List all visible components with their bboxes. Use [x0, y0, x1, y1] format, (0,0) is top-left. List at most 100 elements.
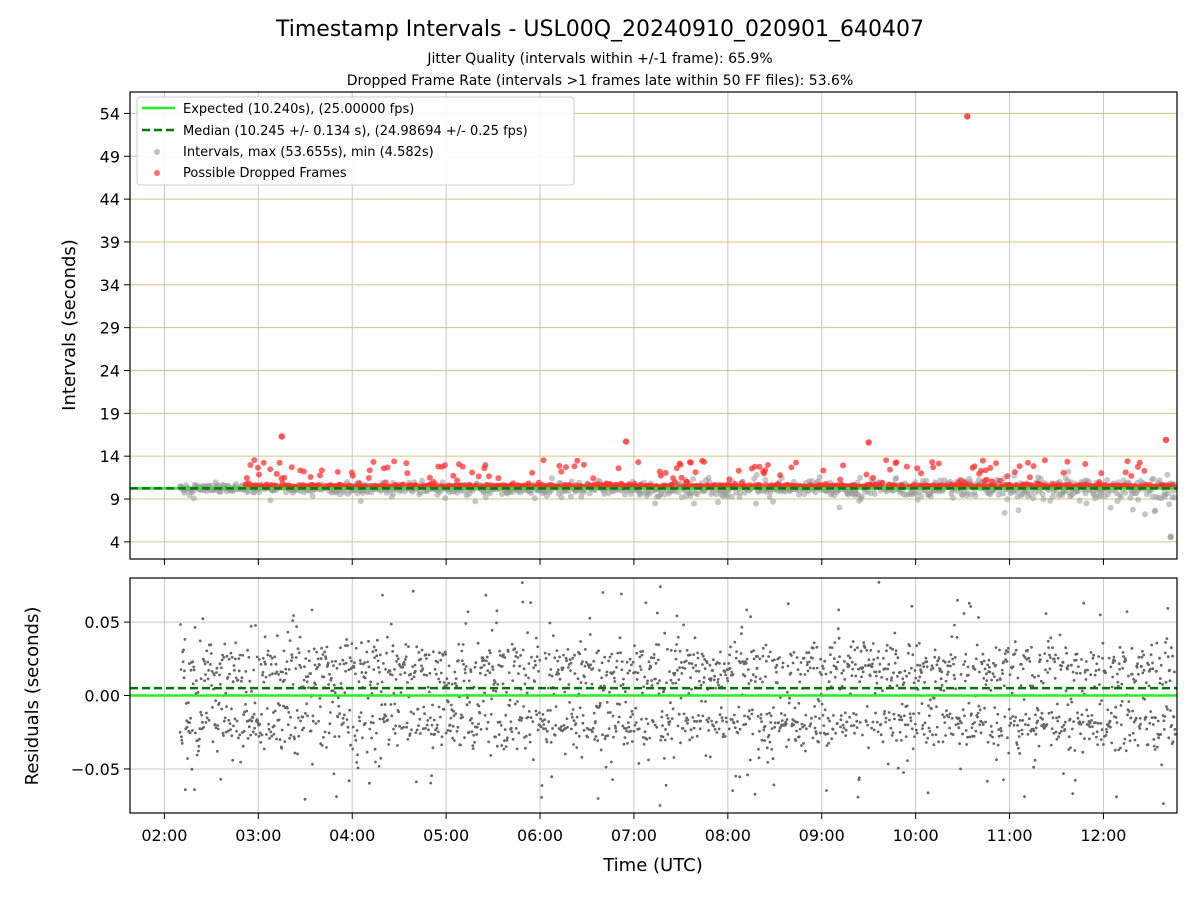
residual-point-1580	[877, 580, 881, 584]
residual-point-286	[305, 702, 309, 706]
residual-point-923	[587, 664, 590, 667]
residual-point-1389	[793, 706, 797, 710]
residual-point-549	[422, 673, 426, 677]
xtick-label-2: 04:00	[329, 826, 375, 845]
residual-point-1248	[730, 670, 734, 674]
residual-point-1400	[798, 680, 802, 684]
residual-point-185	[260, 733, 264, 737]
residual-point-1966	[1048, 667, 1052, 671]
residual-point-1210	[713, 728, 717, 731]
residual-point-116	[230, 707, 233, 711]
residual-point-959	[603, 655, 607, 659]
residual-point-1005	[623, 736, 627, 739]
residual-point-1374	[786, 602, 790, 606]
residual-point-1887	[1013, 640, 1017, 644]
residual-point-939	[594, 720, 597, 723]
residual-point-1314	[760, 720, 763, 723]
residual-point-890	[572, 719, 576, 723]
residual-point-27	[190, 767, 194, 771]
residual-point-2250	[1173, 728, 1177, 731]
residual-point-570	[432, 650, 435, 654]
residual-point-815	[539, 725, 543, 729]
residual-point-423	[367, 639, 370, 643]
residual-point-2014	[1069, 697, 1073, 701]
residual-point-888	[571, 708, 575, 711]
residual-point-2243	[1170, 723, 1174, 727]
residual-point-314	[318, 663, 321, 667]
residual-point-1769	[961, 732, 965, 736]
residual-point-529	[414, 669, 417, 673]
residual-point-1096	[663, 738, 667, 742]
interval-point-641	[728, 493, 735, 500]
residual-point-1850	[997, 728, 1001, 731]
residual-point-1342	[772, 783, 776, 787]
residual-point-984	[614, 726, 618, 730]
dropped-point-604	[978, 467, 985, 474]
dropped-point-54	[307, 474, 314, 480]
residual-point-235	[283, 678, 286, 682]
residual-point-1725	[941, 740, 945, 744]
residual-point-1719	[939, 668, 942, 671]
residual-point-1792	[971, 664, 975, 668]
residual-point-2056	[1088, 737, 1091, 741]
residual-point-1030	[634, 706, 638, 710]
residual-point-1114	[671, 707, 675, 711]
residual-point-535	[416, 707, 420, 711]
residual-point-431	[370, 692, 374, 695]
dropped-point-27	[273, 470, 280, 477]
residual-point-891	[573, 653, 576, 657]
residual-point-472	[388, 669, 392, 673]
residuals-points	[178, 580, 1177, 807]
residual-point-907	[580, 662, 583, 666]
residual-point-993	[618, 702, 621, 706]
residual-point-46	[198, 639, 202, 643]
residual-point-762	[516, 700, 519, 703]
residual-point-2075	[1096, 743, 1100, 746]
residual-point-1254	[733, 713, 736, 717]
xtick-label-0: 02:00	[141, 826, 187, 845]
dropped-point-648	[1030, 463, 1037, 470]
residual-point-743	[507, 671, 511, 674]
residual-point-1439	[815, 666, 819, 670]
residual-point-244	[286, 723, 290, 727]
residual-point-544	[420, 648, 424, 652]
residual-point-401	[356, 766, 360, 770]
residual-point-10	[183, 669, 186, 673]
residual-point-734	[503, 728, 507, 731]
residual-point-1241	[727, 662, 731, 665]
residual-point-347	[332, 772, 336, 776]
residual-point-1249	[730, 718, 734, 721]
residual-point-2012	[1068, 717, 1072, 721]
residual-point-659	[471, 721, 474, 725]
residual-point-1642	[905, 674, 908, 678]
interval-point-924	[972, 492, 979, 499]
residual-point-437	[373, 656, 376, 659]
residual-point-140	[240, 676, 244, 680]
residual-point-1881	[1011, 715, 1015, 718]
residual-point-2234	[1166, 607, 1170, 610]
residual-point-289	[306, 675, 310, 678]
residual-point-2106	[1109, 711, 1113, 715]
residual-point-169	[253, 701, 257, 705]
residual-point-884	[570, 727, 573, 731]
residual-point-122	[232, 664, 236, 667]
dropped-point-475	[820, 467, 827, 474]
residual-point-1106	[668, 670, 671, 673]
residual-point-206	[270, 734, 274, 738]
residual-point-1646	[907, 651, 910, 655]
residual-point-2172	[1138, 716, 1142, 720]
residual-point-601	[445, 677, 449, 681]
residual-point-790	[528, 733, 532, 737]
residual-point-1644	[906, 759, 909, 762]
residual-point-2116	[1114, 705, 1118, 709]
residual-point-1621	[896, 674, 899, 678]
residual-point-2168	[1137, 672, 1140, 676]
residual-point-1412	[803, 673, 807, 676]
residual-point-225	[278, 738, 282, 742]
residual-point-561	[428, 690, 431, 694]
residual-point-937	[593, 738, 596, 741]
residual-point-200	[267, 727, 271, 731]
residual-point-1780	[966, 735, 969, 739]
residual-point-1432	[812, 641, 816, 645]
